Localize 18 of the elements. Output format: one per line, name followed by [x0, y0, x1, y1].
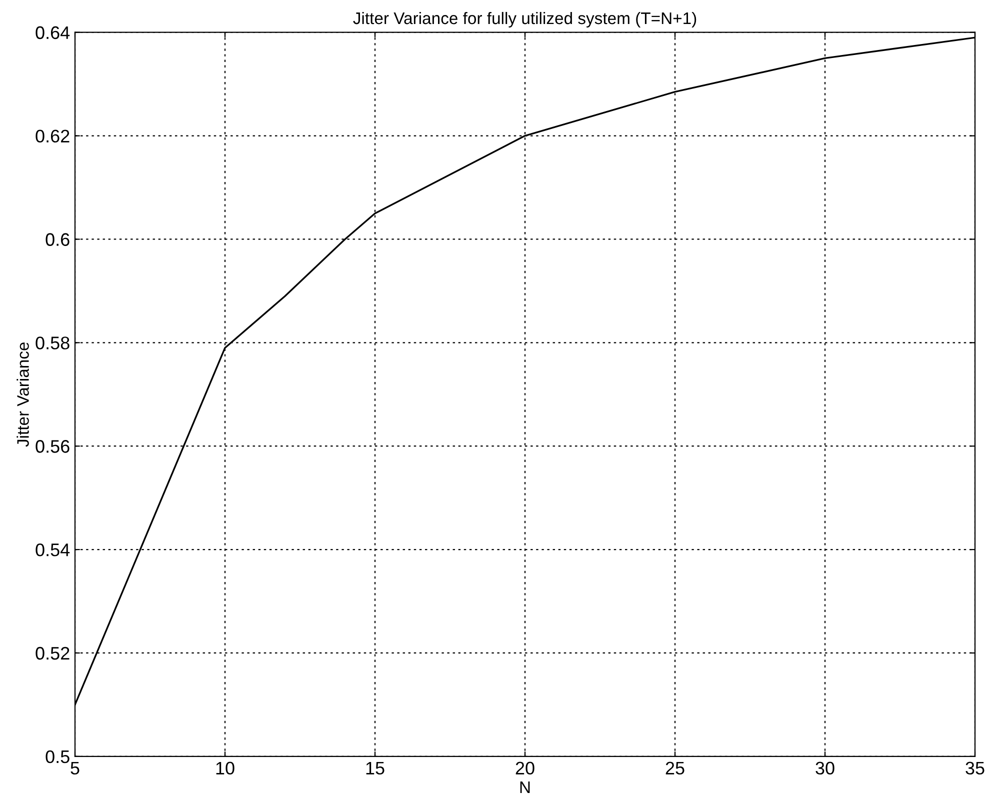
x-tick-label: 15 — [366, 762, 384, 775]
x-tick-label: 30 — [816, 762, 834, 775]
y-tick-label: 0.58 — [36, 336, 70, 350]
x-tick-label: 20 — [516, 762, 534, 775]
y-tick-label: 0.62 — [36, 130, 70, 143]
x-axis-title: N — [520, 781, 530, 793]
y-tick-label: 0.5 — [46, 750, 70, 764]
y-tick-label: 0.6 — [46, 233, 70, 246]
x-tick-label: 35 — [966, 762, 984, 775]
y-tick-label: 0.64 — [36, 26, 70, 40]
y-axis-title: Jitter Variance — [16, 342, 29, 447]
y-tick-label: 0.56 — [36, 440, 70, 453]
x-tick-label: 25 — [666, 762, 684, 775]
y-tick-label: 0.54 — [36, 543, 70, 556]
chart-title: Jitter Variance for fully utilized system (T=N+1) — [353, 12, 696, 28]
x-tick-label: 10 — [216, 762, 234, 775]
y-tick-label: 0.52 — [36, 646, 70, 660]
x-tick-label: 5 — [70, 762, 80, 775]
